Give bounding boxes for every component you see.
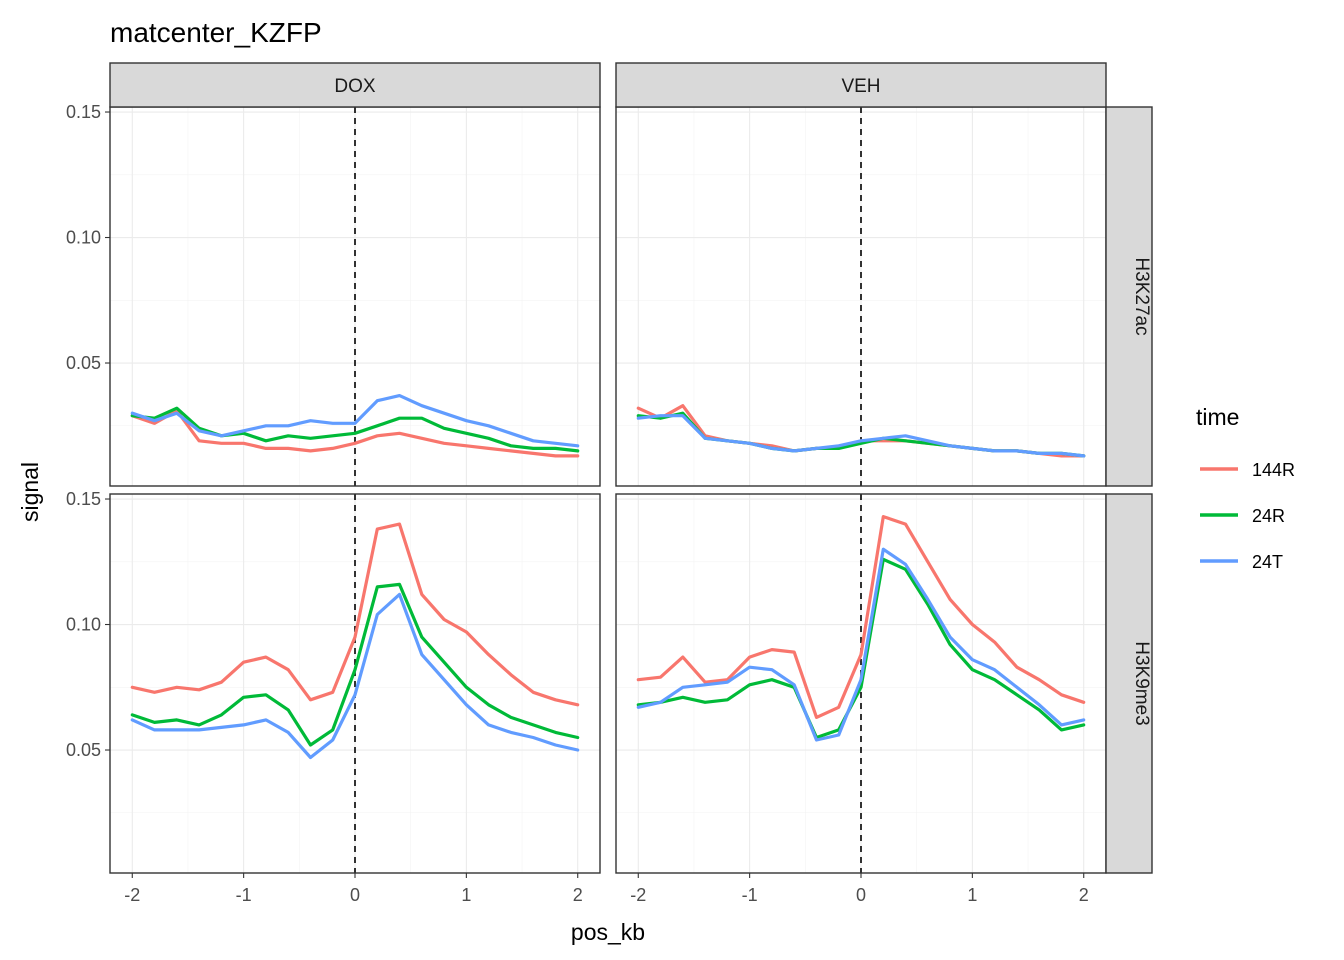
- series-line-24t: [636, 547, 1086, 742]
- y-tick-label: 0.10: [66, 228, 101, 248]
- panel-dox-h3k9me3: [109, 493, 601, 874]
- strip-background: [1105, 106, 1153, 487]
- series-line-24t: [130, 394, 580, 448]
- series-line-24t: [130, 592, 580, 760]
- strip-background: [1105, 493, 1153, 874]
- chart-title: matcenter_KZFP: [110, 17, 322, 48]
- series-line-24r: [130, 406, 580, 453]
- y-tick-label: 0.05: [66, 353, 101, 373]
- strip-label: DOX: [334, 76, 376, 97]
- strip-label: H3K27ac: [1131, 257, 1152, 335]
- y-tick-label: 0.05: [66, 740, 101, 760]
- x-tick-label: -1: [742, 885, 758, 905]
- series-line-24r: [130, 582, 580, 747]
- x-tick-label: 0: [350, 885, 360, 905]
- x-tick-label: 0: [856, 885, 866, 905]
- x-tick-label: 2: [573, 885, 583, 905]
- y-tick-label: 0.15: [66, 102, 101, 122]
- x-tick-label: -2: [630, 885, 646, 905]
- strip-background: [109, 62, 601, 108]
- legend-label-24t: 24T: [1252, 552, 1283, 572]
- panels-layer: [109, 106, 1107, 874]
- legend-label-144r: 144R: [1252, 460, 1295, 480]
- strip-label: H3K9me3: [1131, 641, 1152, 726]
- x-tick-label: -2: [124, 885, 140, 905]
- strip-background: [615, 62, 1107, 108]
- x-tick-label: 1: [461, 885, 471, 905]
- panel-dox-h3k27ac: [109, 106, 601, 487]
- strip-dox: DOX: [109, 62, 601, 108]
- legend-label-24r: 24R: [1252, 506, 1285, 526]
- series-line-144r: [636, 514, 1086, 720]
- series-line-24r: [636, 557, 1086, 740]
- panel-veh-h3k9me3: [615, 493, 1107, 874]
- strip-veh: VEH: [615, 62, 1107, 108]
- y-tick-label: 0.10: [66, 615, 101, 635]
- strip-h3k27ac: H3K27ac: [1105, 106, 1153, 487]
- legend-title: time: [1196, 404, 1239, 430]
- x-tick-label: 1: [967, 885, 977, 905]
- panel-veh-h3k27ac: [615, 106, 1107, 487]
- x-tick-label: 2: [1079, 885, 1089, 905]
- strip-label: VEH: [841, 76, 880, 97]
- series-line-144r: [130, 409, 580, 458]
- series-line-24t: [636, 414, 1086, 458]
- axes-layer: DOX VEH H3K27ac H3K9me3 0.05 0.10 0.15 0.05 0.10…: [66, 62, 1153, 905]
- x-axis-title: pos_kb: [571, 919, 645, 945]
- y-tick-label: 0.15: [66, 489, 101, 509]
- y-axis-title: signal: [17, 462, 43, 522]
- strip-h3k9me3: H3K9me3: [1105, 493, 1153, 874]
- series-line-144r: [130, 522, 580, 707]
- legend: time 144R 24R 24T: [1196, 404, 1295, 572]
- x-tick-label: -1: [236, 885, 252, 905]
